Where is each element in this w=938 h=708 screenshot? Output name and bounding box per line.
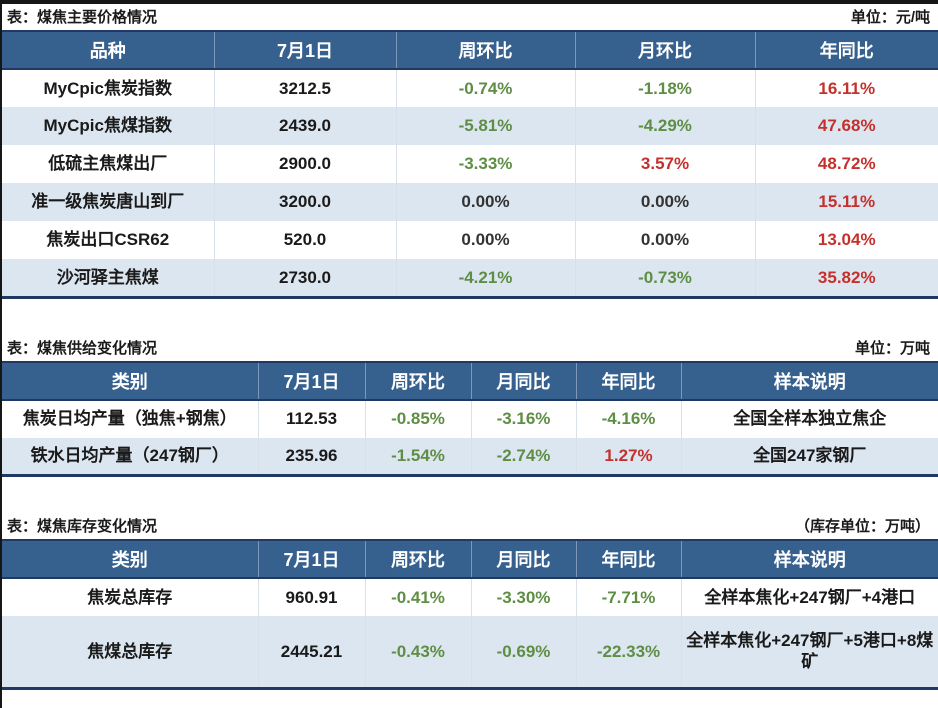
- pct-cell: 0.00%: [396, 221, 576, 259]
- supply-table: 类别 7月1日 周环比 月同比 年同比 样本说明 焦炭日均产量（独焦+钢焦） 1…: [2, 360, 938, 477]
- table-row: 焦煤总库存 2445.21 -0.43% -0.69% -22.33% 全样本焦…: [2, 616, 938, 690]
- value-cell: 520.0: [214, 221, 397, 259]
- pct-cell: 15.11%: [755, 183, 938, 221]
- column-header-mom: 月环比: [575, 30, 756, 70]
- column-header-wow: 周环比: [396, 30, 576, 70]
- inventory-table-unit-label: （库存单位：万吨）: [794, 518, 930, 535]
- pct-cell: -22.33%: [576, 616, 682, 690]
- value-cell: 2900.0: [214, 145, 397, 183]
- column-header-date: 7月1日: [258, 360, 366, 401]
- price-table: 品种 7月1日 周环比 月环比 年同比 MyCpic焦炭指数 3212.5 -0…: [2, 30, 938, 299]
- pct-cell: -0.43%: [365, 616, 472, 690]
- table-row: 焦炭出口CSR62 520.0 0.00% 0.00% 13.04%: [2, 221, 938, 259]
- inventory-table-caption: 表：煤焦库存变化情况 （库存单位：万吨）: [2, 513, 938, 539]
- column-header-yoy: 年同比: [576, 360, 682, 401]
- pct-cell: -5.81%: [396, 107, 576, 145]
- row-label: 沙河驿主焦煤: [2, 259, 215, 299]
- pct-cell: 0.00%: [396, 183, 576, 221]
- column-header-mom-yoy: 月同比: [471, 360, 577, 401]
- column-header-wow: 周环比: [365, 539, 472, 579]
- table-row: 铁水日均产量（247钢厂） 235.96 -1.54% -2.74% 1.27%…: [2, 437, 938, 477]
- value-cell: 2445.21: [258, 616, 366, 690]
- pct-cell: -0.73%: [575, 259, 756, 299]
- pct-cell: 35.82%: [755, 259, 938, 299]
- table-row: MyCpic焦煤指数 2439.0 -5.81% -4.29% 47.68%: [2, 107, 938, 145]
- pct-cell: 0.00%: [575, 183, 756, 221]
- value-cell: 960.91: [258, 578, 366, 616]
- pct-cell: -0.85%: [365, 399, 472, 438]
- pct-cell: -4.29%: [575, 107, 756, 145]
- pct-cell: -1.54%: [365, 437, 472, 477]
- column-header-wow: 周环比: [365, 360, 472, 401]
- row-label: 焦煤总库存: [2, 616, 259, 690]
- pct-cell: -7.71%: [576, 578, 682, 616]
- column-header-mom-yoy: 月同比: [471, 539, 577, 579]
- column-header-category: 类别: [2, 539, 259, 579]
- value-cell: 112.53: [258, 399, 366, 438]
- supply-table-caption: 表：煤焦供给变化情况 单位：万吨: [2, 335, 938, 361]
- value-cell: 235.96: [258, 437, 366, 477]
- table-row: 焦炭总库存 960.91 -0.41% -3.30% -7.71% 全样本焦化+…: [2, 578, 938, 616]
- pct-cell: 1.27%: [576, 437, 682, 477]
- pct-cell: 47.68%: [755, 107, 938, 145]
- sample-cell: 全样本焦化+247钢厂+4港口: [681, 578, 938, 616]
- inventory-table-header-row: 类别 7月1日 周环比 月同比 年同比 样本说明: [2, 539, 938, 579]
- price-table-title: 表：煤焦主要价格情况: [7, 9, 158, 26]
- column-header-sample: 样本说明: [681, 360, 938, 401]
- sample-cell: 全国247家钢厂: [681, 437, 938, 477]
- supply-table-unit-label: 单位：万吨: [854, 339, 930, 357]
- row-label: 准一级焦炭唐山到厂: [2, 183, 215, 221]
- column-header-yoy: 年同比: [755, 30, 938, 70]
- pct-cell: -3.16%: [471, 399, 577, 438]
- pct-cell: 3.57%: [575, 145, 756, 183]
- row-label: 焦炭总库存: [2, 578, 259, 616]
- table-row: 焦炭日均产量（独焦+钢焦） 112.53 -0.85% -3.16% -4.16…: [2, 399, 938, 438]
- price-table-caption: 表：煤焦主要价格情况 单位：元/吨: [2, 4, 938, 30]
- price-table-unit-label: 单位：元/吨: [850, 9, 930, 26]
- inventory-table-title: 表：煤焦库存变化情况: [7, 518, 158, 535]
- column-header-yoy: 年同比: [576, 539, 682, 579]
- row-label: MyCpic焦煤指数: [2, 107, 215, 145]
- pct-cell: -4.16%: [576, 399, 682, 438]
- value-cell: 3200.0: [214, 183, 397, 221]
- table-row: 准一级焦炭唐山到厂 3200.0 0.00% 0.00% 15.11%: [2, 183, 938, 221]
- pct-cell: -3.33%: [396, 145, 576, 183]
- pct-cell: -1.18%: [575, 69, 756, 107]
- value-cell: 2439.0: [214, 107, 397, 145]
- sample-cell: 全样本焦化+247钢厂+5港口+8煤矿: [681, 616, 938, 690]
- row-label: 焦炭出口CSR62: [2, 221, 215, 259]
- supply-table-title: 表：煤焦供给变化情况: [7, 339, 158, 357]
- price-table-header-row: 品种 7月1日 周环比 月环比 年同比: [2, 30, 938, 70]
- row-label: 低硫主焦煤出厂: [2, 145, 215, 183]
- pct-cell: -2.74%: [471, 437, 577, 477]
- inventory-table: 类别 7月1日 周环比 月同比 年同比 样本说明 焦炭总库存 960.91 -0…: [2, 539, 938, 690]
- column-header-variety: 品种: [2, 30, 215, 70]
- column-header-date: 7月1日: [214, 30, 397, 70]
- row-label: MyCpic焦炭指数: [2, 69, 215, 107]
- pct-cell: -0.41%: [365, 578, 472, 616]
- value-cell: 2730.0: [214, 259, 397, 299]
- pct-cell: -3.30%: [471, 578, 577, 616]
- table-row: 低硫主焦煤出厂 2900.0 -3.33% 3.57% 48.72%: [2, 145, 938, 183]
- pct-cell: -4.21%: [396, 259, 576, 299]
- pct-cell: 13.04%: [755, 221, 938, 259]
- pct-cell: 48.72%: [755, 145, 938, 183]
- table-row: MyCpic焦炭指数 3212.5 -0.74% -1.18% 16.11%: [2, 69, 938, 107]
- pct-cell: -0.74%: [396, 69, 576, 107]
- table-row: 沙河驿主焦煤 2730.0 -4.21% -0.73% 35.82%: [2, 259, 938, 299]
- sample-cell: 全国全样本独立焦企: [681, 399, 938, 438]
- column-header-date: 7月1日: [258, 539, 366, 579]
- row-label: 铁水日均产量（247钢厂）: [2, 437, 259, 477]
- pct-cell: -0.69%: [471, 616, 577, 690]
- column-header-sample: 样本说明: [681, 539, 938, 579]
- column-header-category: 类别: [2, 360, 259, 401]
- pct-cell: 16.11%: [755, 69, 938, 107]
- value-cell: 3212.5: [214, 69, 397, 107]
- pct-cell: 0.00%: [575, 221, 756, 259]
- supply-table-header-row: 类别 7月1日 周环比 月同比 年同比 样本说明: [2, 360, 938, 401]
- row-label: 焦炭日均产量（独焦+钢焦）: [2, 399, 259, 438]
